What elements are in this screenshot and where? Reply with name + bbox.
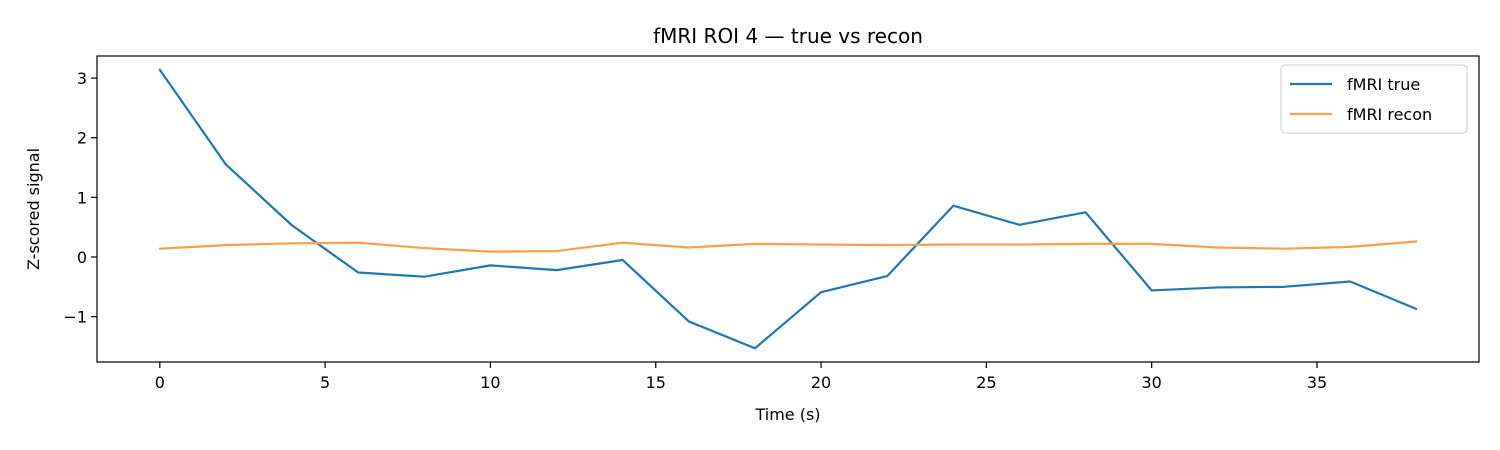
plot-frame xyxy=(96,55,1480,363)
chart-title: fMRI ROI 4 — true vs recon xyxy=(653,24,923,48)
x-tick-label: 20 xyxy=(811,373,831,392)
y-axis: −1 0 1 2 3 xyxy=(63,69,97,327)
legend-label-fmri-true: fMRI true xyxy=(1347,75,1420,94)
series-line-fmri-recon xyxy=(158,240,1418,253)
x-tick-label: 0 xyxy=(155,373,165,392)
series-line-fmri-true xyxy=(158,68,1418,350)
x-axis-label: Time (s) xyxy=(754,405,820,424)
y-tick-label: −1 xyxy=(63,308,87,327)
x-tick-label: 35 xyxy=(1307,373,1327,392)
legend-label-fmri-recon: fMRI recon xyxy=(1347,105,1432,124)
series-layer xyxy=(158,68,1418,350)
y-tick-label: 0 xyxy=(77,248,87,267)
x-tick-label: 10 xyxy=(480,373,500,392)
legend: fMRI true fMRI recon xyxy=(1280,64,1468,134)
y-axis-label: Z-scored signal xyxy=(24,148,43,270)
x-tick-label: 15 xyxy=(646,373,666,392)
y-tick-label: 3 xyxy=(77,69,87,88)
x-tick-label: 5 xyxy=(320,373,330,392)
x-axis: 0 5 10 15 20 25 30 35 xyxy=(155,362,1327,392)
y-tick-label: 1 xyxy=(77,188,87,207)
plot-area xyxy=(97,56,1479,362)
legend-box xyxy=(1280,64,1468,134)
x-tick-label: 25 xyxy=(976,373,996,392)
x-tick-label: 30 xyxy=(1142,373,1162,392)
y-tick-label: 2 xyxy=(77,129,87,148)
